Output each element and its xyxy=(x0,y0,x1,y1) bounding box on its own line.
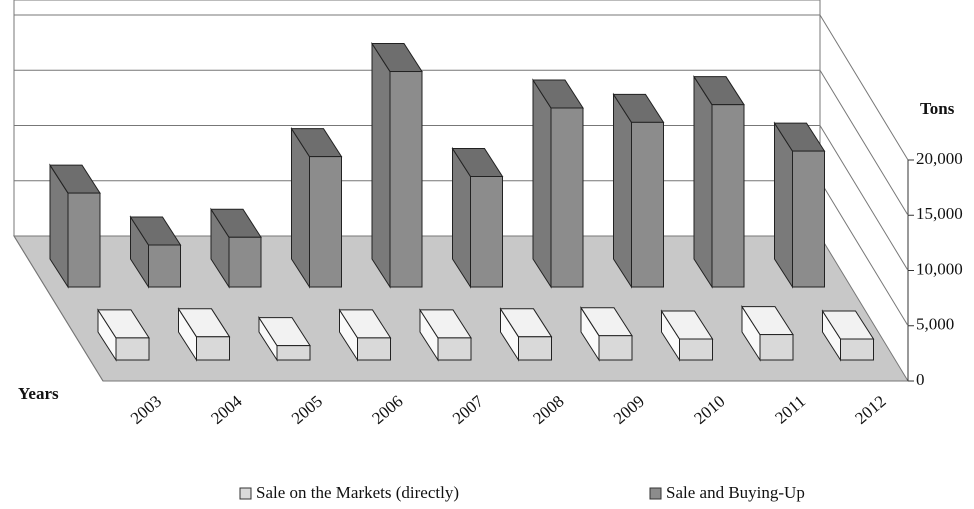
legend-label: Sale on the Markets (directly) xyxy=(256,483,459,502)
x-tick-label: 2011 xyxy=(771,392,809,428)
x-tick-label: 2004 xyxy=(207,391,246,428)
bar xyxy=(67,192,101,288)
x-tick-label: 2012 xyxy=(851,392,889,428)
grid-line xyxy=(819,125,909,271)
bar xyxy=(470,176,503,288)
bar-side xyxy=(613,92,632,289)
x-tick-label: 2008 xyxy=(529,392,567,428)
bar xyxy=(437,337,472,361)
grid-line xyxy=(819,180,909,327)
bar xyxy=(550,107,584,288)
grid-line xyxy=(819,14,909,161)
bar xyxy=(759,334,794,361)
x-tick-label: 2003 xyxy=(127,392,165,428)
bar xyxy=(389,71,423,288)
legend-label: Sale and Buying-Up xyxy=(666,483,805,502)
legend-swatch xyxy=(239,487,252,500)
bar xyxy=(631,121,664,288)
y-axis-label: Tons xyxy=(920,99,955,118)
bar xyxy=(792,150,825,288)
y-tick-label: 10,000 xyxy=(916,259,963,278)
x-tick-label: 2006 xyxy=(368,392,406,428)
bar xyxy=(115,337,150,361)
legend-swatch xyxy=(649,487,662,500)
bar xyxy=(840,338,874,361)
y-tick-label: 20,000 xyxy=(916,149,963,168)
y-tick-label: 15,000 xyxy=(916,204,963,223)
bar xyxy=(309,156,342,288)
bar xyxy=(196,336,230,361)
bar-side xyxy=(532,78,552,289)
bar xyxy=(148,244,181,288)
bar xyxy=(276,345,311,361)
x-tick-label: 2010 xyxy=(690,392,728,428)
x-tick-label: 2009 xyxy=(610,392,648,428)
floor-edge xyxy=(13,235,104,382)
y-tick-label: 0 xyxy=(916,370,925,389)
y-tick-label: 5,000 xyxy=(916,315,954,334)
bar-side xyxy=(371,41,391,289)
bar xyxy=(679,338,713,361)
bar-side xyxy=(693,74,713,289)
bar xyxy=(357,337,391,361)
bar xyxy=(228,236,262,288)
x-tick-label: 2005 xyxy=(288,392,326,428)
bar xyxy=(598,335,633,361)
bar xyxy=(518,336,552,361)
x-tick-label: 2007 xyxy=(449,391,488,428)
grid-line xyxy=(819,69,909,216)
bar xyxy=(711,104,745,288)
x-axis-label: Years xyxy=(18,384,59,403)
